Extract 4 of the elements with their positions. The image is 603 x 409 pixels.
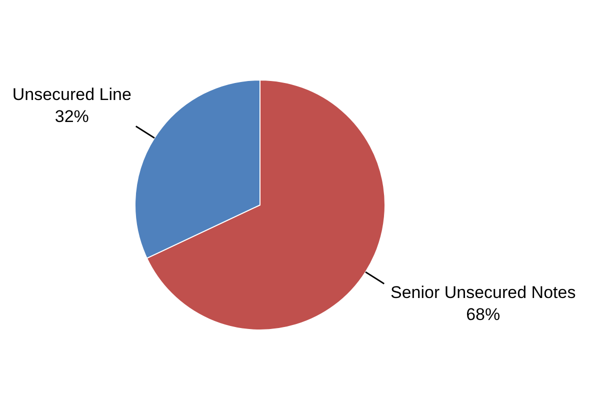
slice-label: Senior Unsecured Notes — [390, 282, 576, 302]
data-label: 68% — [466, 304, 500, 324]
slice-label: Unsecured Line — [12, 85, 132, 104]
data-label: 32% — [54, 107, 89, 126]
